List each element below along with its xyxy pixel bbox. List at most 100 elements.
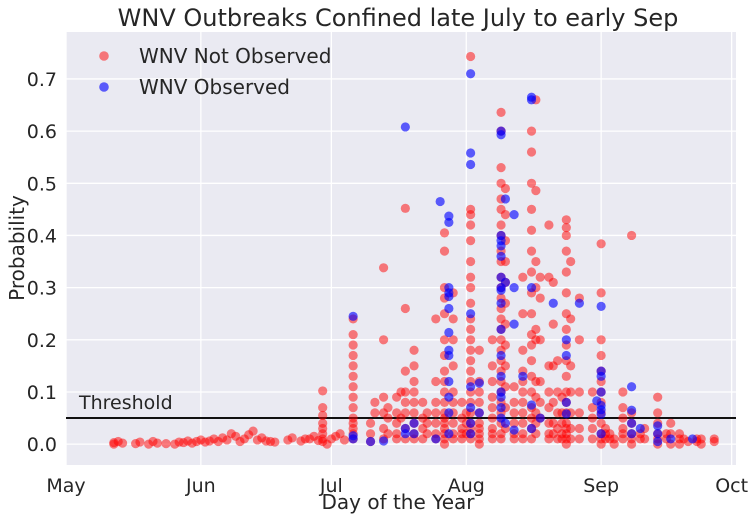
- data-point: [500, 183, 511, 194]
- data-point: [487, 392, 497, 402]
- data-point: [496, 350, 506, 361]
- data-point: [392, 434, 402, 444]
- data-point: [348, 361, 358, 371]
- data-point: [400, 397, 410, 407]
- data-point: [596, 239, 606, 249]
- data-point: [500, 194, 511, 204]
- data-point: [370, 408, 380, 418]
- data-point: [587, 413, 598, 423]
- x-tick-label: Jul: [319, 475, 343, 497]
- data-point: [548, 319, 558, 329]
- threshold-label: Threshold: [78, 392, 173, 414]
- data-point: [444, 327, 454, 338]
- data-point: [553, 356, 563, 366]
- data-point: [535, 397, 545, 407]
- y-tick-label: 0.7: [27, 69, 57, 91]
- data-point: [474, 408, 484, 418]
- data-point: [496, 220, 506, 230]
- chart-title: WNV Outbreaks Confined late July to earl…: [118, 4, 679, 32]
- data-point: [518, 345, 528, 355]
- data-point: [422, 418, 432, 428]
- data-point: [422, 429, 432, 439]
- data-point: [348, 350, 358, 361]
- data-point: [378, 436, 389, 446]
- legend: WNV Not Observed WNV Observed: [99, 44, 331, 99]
- data-point: [561, 324, 571, 334]
- data-point: [509, 418, 519, 428]
- data-point: [526, 267, 537, 277]
- data-point: [596, 371, 606, 381]
- data-point: [526, 225, 537, 235]
- data-point: [526, 400, 537, 410]
- y-tick-label: 0.2: [27, 330, 57, 352]
- data-point: [448, 335, 458, 345]
- data-point: [596, 288, 606, 298]
- data-point: [574, 408, 584, 418]
- data-point: [566, 434, 576, 444]
- data-point: [466, 335, 476, 345]
- data-point: [496, 251, 506, 261]
- data-point: [574, 387, 584, 397]
- data-point: [518, 309, 528, 319]
- data-point: [561, 223, 571, 233]
- data-point: [526, 356, 537, 366]
- data-point: [448, 418, 458, 428]
- data-point: [496, 392, 506, 402]
- data-point: [400, 387, 410, 397]
- x-tick-label: Jun: [185, 475, 216, 497]
- data-point: [348, 371, 358, 381]
- legend-marker: [99, 82, 109, 92]
- data-point: [696, 439, 706, 449]
- data-point: [666, 434, 676, 444]
- data-points: [109, 51, 719, 449]
- data-point: [383, 429, 393, 439]
- data-point: [609, 439, 619, 449]
- data-point: [653, 408, 663, 418]
- data-point: [531, 185, 541, 196]
- data-point: [474, 387, 484, 397]
- data-point: [466, 382, 476, 392]
- data-point: [466, 51, 476, 62]
- data-point: [566, 361, 576, 371]
- data-point: [500, 277, 511, 288]
- data-point: [435, 196, 445, 207]
- data-point: [348, 403, 358, 413]
- data-point: [383, 413, 393, 423]
- y-tick-label: 0.1: [27, 382, 57, 404]
- data-point: [626, 405, 637, 415]
- data-point: [400, 303, 410, 314]
- data-point: [509, 382, 519, 392]
- data-point: [400, 122, 410, 132]
- data-point: [466, 159, 476, 170]
- data-point: [561, 397, 571, 407]
- data-point: [496, 285, 506, 295]
- data-point: [500, 418, 511, 428]
- data-point: [496, 324, 506, 334]
- data-point: [574, 298, 584, 308]
- data-point: [509, 434, 519, 444]
- grid-lines: [65, 32, 736, 465]
- data-point: [474, 378, 484, 388]
- data-point: [626, 382, 637, 392]
- x-axis-title: Day of the Year: [321, 490, 475, 514]
- data-point: [365, 429, 376, 439]
- data-point: [466, 418, 476, 428]
- data-point: [526, 283, 537, 293]
- data-point: [653, 429, 663, 439]
- data-point: [466, 283, 476, 293]
- data-point: [448, 361, 458, 371]
- data-point: [318, 410, 328, 421]
- data-point: [270, 437, 280, 447]
- data-point: [431, 397, 441, 407]
- data-point: [526, 204, 537, 214]
- data-point: [409, 387, 419, 397]
- data-point: [439, 228, 450, 238]
- data-point: [518, 387, 528, 397]
- data-point: [587, 403, 598, 413]
- data-point: [466, 148, 476, 158]
- data-point: [448, 314, 458, 324]
- data-point: [626, 439, 637, 449]
- data-point: [409, 429, 419, 439]
- data-point: [709, 434, 719, 444]
- data-point: [587, 387, 598, 397]
